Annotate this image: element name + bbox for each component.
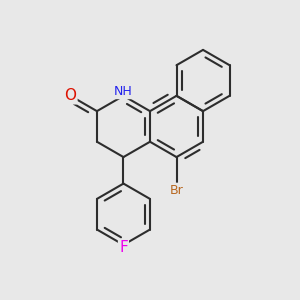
Text: NH: NH xyxy=(114,85,133,98)
Text: F: F xyxy=(119,240,128,255)
Text: Br: Br xyxy=(169,184,183,197)
Text: O: O xyxy=(64,88,76,103)
